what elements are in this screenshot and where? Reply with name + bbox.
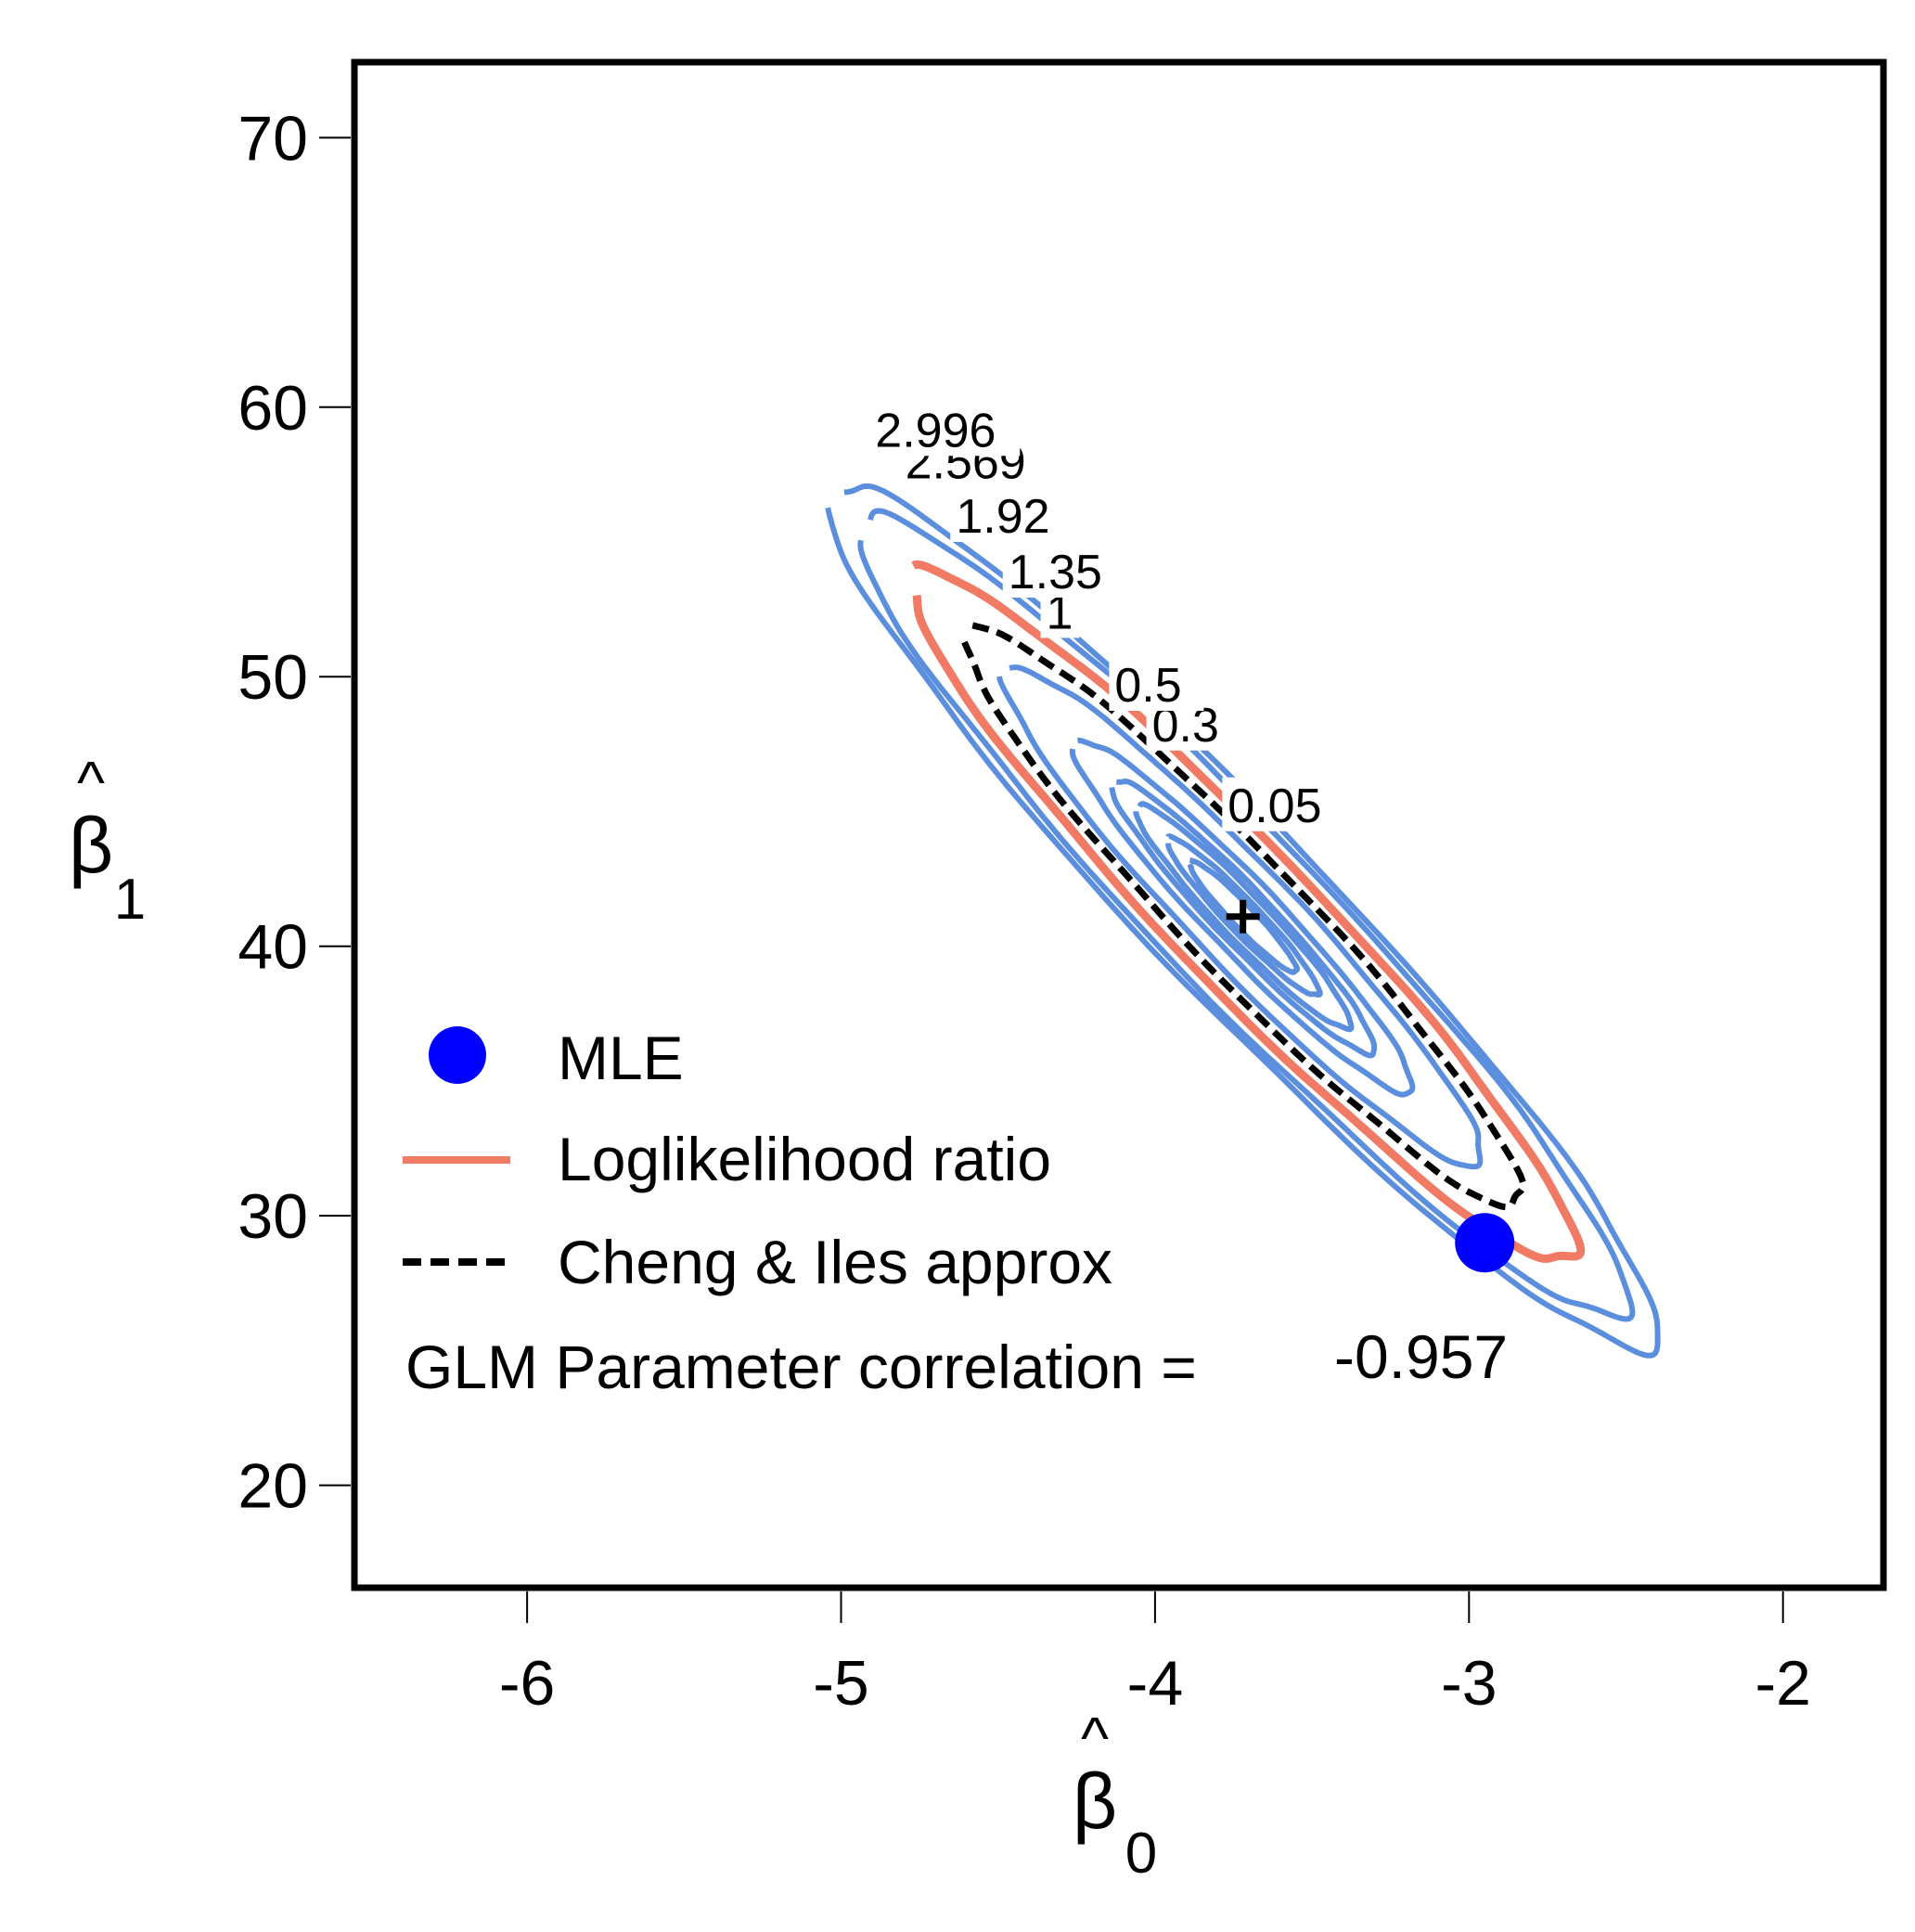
contour-label: 1.35 — [1009, 546, 1102, 599]
contour-label: 0.5 — [1114, 659, 1181, 713]
contour-level-0-05 — [1187, 857, 1301, 975]
contour-level-2-996 — [825, 483, 1661, 1359]
y-tick-label: 50 — [238, 642, 308, 713]
y-axis-label-symbol: β — [69, 802, 113, 889]
y-tick-label: 60 — [238, 373, 308, 444]
y-tick-label: 30 — [238, 1181, 308, 1252]
y-axis-label: ^ β 1 — [69, 749, 146, 932]
legend: MLE Loglikelihood ratio Cheng & Iles app… — [403, 1024, 1508, 1401]
legend-mle-label: MLE — [558, 1024, 684, 1092]
contour-label: 1.92 — [956, 490, 1049, 544]
mle-point — [1455, 1213, 1515, 1273]
contour-level-0-1 — [1165, 833, 1323, 998]
y-axis-label-subscript: 1 — [114, 868, 146, 932]
y-axis-label-hat: ^ — [77, 749, 105, 816]
correlation-note-label: GLM Parameter correlation = — [405, 1333, 1197, 1401]
x-axis-label-subscript: 0 — [1125, 1822, 1157, 1886]
contour-label-bg — [869, 402, 1021, 457]
legend-mle-marker — [429, 1026, 486, 1084]
x-axis-label-hat: ^ — [1081, 1705, 1109, 1771]
x-axis-label-symbol: β — [1073, 1758, 1117, 1845]
legend-cheng-iles-label: Cheng & Iles approx — [558, 1228, 1112, 1296]
contour-label-bg — [1109, 657, 1204, 712]
correlation-note-value: -0.957 — [1334, 1322, 1508, 1391]
x-axis-label: ^ β 0 — [1073, 1705, 1157, 1886]
contour-level-0-2 — [1133, 801, 1355, 1033]
contour-label: 0.05 — [1227, 779, 1321, 833]
contour-level-1 — [996, 664, 1484, 1170]
y-tick-label: 20 — [238, 1451, 308, 1522]
y-tick-label: 70 — [238, 103, 308, 174]
contour-label-bg — [950, 487, 1073, 542]
y-tick-label: 40 — [238, 912, 308, 983]
contour-label: 2.996 — [875, 404, 996, 457]
x-tick-label: -4 — [1127, 1648, 1183, 1719]
contour-level-0-5 — [1069, 737, 1416, 1098]
plot-frame — [351, 58, 1887, 1591]
contour-level-0-3 — [1109, 779, 1378, 1059]
contour-label-bg — [1222, 777, 1345, 831]
axis-ticks: -6 -5 -4 -3 -2 20 30 40 50 60 70 — [238, 103, 1811, 1719]
x-tick-label: -3 — [1441, 1648, 1497, 1719]
x-tick-label: -5 — [813, 1648, 868, 1719]
x-tick-label: -2 — [1754, 1648, 1810, 1719]
contour-label-bg — [1002, 543, 1125, 598]
markers — [1226, 899, 1515, 1273]
x-tick-label: -6 — [499, 1648, 555, 1719]
legend-loglikelihood-label: Loglikelihood ratio — [558, 1125, 1051, 1193]
